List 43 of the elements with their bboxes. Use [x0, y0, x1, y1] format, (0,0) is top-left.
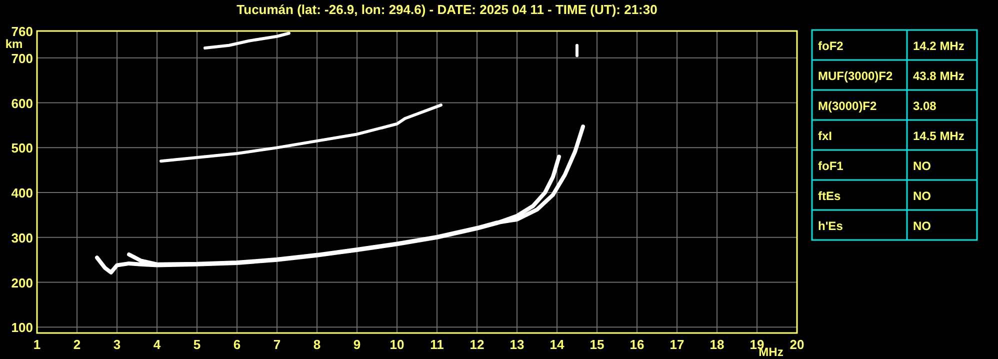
x-tick-label: 13: [510, 337, 524, 352]
text: fxI: [818, 129, 832, 143]
x-tick-label: 11: [430, 337, 444, 352]
x-tick-label: 8: [313, 337, 321, 352]
text: foF1: [818, 159, 844, 173]
x-tick-label: 7: [273, 337, 281, 352]
text: foF2: [818, 39, 844, 53]
y-tick-label: 100: [11, 320, 33, 336]
text: NO: [913, 159, 931, 173]
y-tick-label: 760: [11, 24, 33, 39]
x-tick-label: 4: [153, 337, 162, 352]
x-tick-label: 16: [630, 337, 644, 352]
x-tick-label: 5: [193, 337, 201, 352]
chart-title: Tucumán (lat: -26.9, lon: 294.6) - DATE: 2025 04 11 - TIME (UT): 21:30: [236, 2, 658, 17]
x-tick-label: 10: [390, 337, 404, 352]
x-tick-label: 15: [590, 337, 604, 352]
x-tick-label: 14: [550, 337, 565, 352]
text: M(3000)F2: [818, 99, 878, 113]
y-tick-label: 700: [11, 50, 33, 66]
text: ftEs: [818, 189, 841, 203]
x-tick-label: 17: [670, 337, 684, 352]
text: MUF(3000)F2: [818, 69, 894, 83]
y-tick-label: 200: [11, 275, 33, 290]
text: 43.8 MHz: [913, 69, 964, 83]
x-tick-label: 18: [710, 337, 724, 352]
x-tick-label: 20: [790, 337, 804, 352]
x-tick-label: 1: [33, 337, 41, 352]
y-axis-title: km: [5, 37, 23, 51]
text: NO: [913, 189, 931, 203]
y-tick-label: 400: [11, 186, 33, 201]
text: 3.08: [913, 99, 937, 113]
text: 14.5 MHz: [913, 129, 964, 143]
y-tick-label: 600: [11, 96, 33, 111]
x-tick-label: 2: [73, 337, 81, 352]
y-tick-label: 500: [11, 140, 33, 156]
x-tick-label: 6: [233, 337, 241, 352]
text: NO: [913, 219, 931, 233]
x-tick-label: 9: [353, 337, 361, 352]
x-tick-label: 3: [113, 337, 121, 352]
y-tick-label: 300: [11, 230, 33, 246]
text: h'Es: [818, 219, 844, 233]
text: 14.2 MHz: [913, 39, 964, 53]
x-tick-label: 12: [470, 337, 484, 352]
